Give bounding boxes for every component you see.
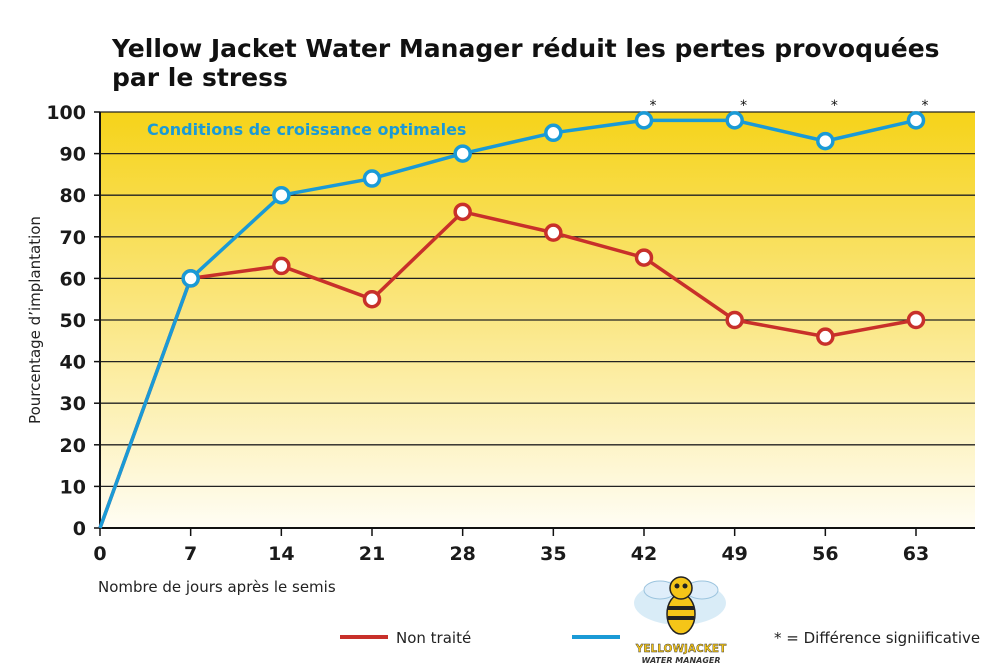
x-tick-label-42: 42 [631,543,657,565]
x-tick-label-49: 49 [721,543,747,565]
point-non-traite-49 [725,310,744,330]
series-line-non-traite [98,210,917,529]
x-tick-label-0: 0 [93,543,106,565]
legend: Non traité YELLOWJACKET WATER MANAGER * … [340,576,980,665]
logo-text-sub: WATER MANAGER [641,656,720,665]
point-yellowjacket-21 [362,169,382,188]
y-axis-label: Pourcentage d’implantation [26,216,44,424]
y-tick-label-90: 90 [60,144,86,166]
y-tick-label-0: 0 [73,518,86,540]
x-tick-label-28: 28 [449,543,475,565]
point-yellowjacket-63 [906,111,926,130]
point-non-traite-42 [634,248,654,267]
point-yellowjacket-14 [272,185,291,205]
point-non-traite-28 [453,202,472,222]
x-tick-label-56: 56 [812,543,838,565]
significance-markers: * * * * [650,98,929,114]
y-tick-label-50: 50 [60,310,86,332]
gridlines [100,111,975,529]
y-tick-label-20: 20 [60,435,86,457]
series-line-yellowjacket [98,118,917,529]
significance-star-56: * [831,98,838,114]
point-yellowjacket-56 [816,131,835,151]
y-tick-label-100: 100 [46,102,86,124]
point-yellowjacket-7 [181,269,200,288]
point-yellowjacket-35 [544,123,563,143]
legend-label-non-traite: Non traité [396,629,471,647]
logo-text-brand: YELLOWJACKET [635,643,727,655]
x-tick-label-7: 7 [184,543,197,565]
y-tick-label-40: 40 [60,352,86,374]
legend-significance-note: * = Différence signiificative [774,629,980,647]
significance-star-63: * [922,98,929,114]
y-tick-label-80: 80 [60,185,86,207]
x-tick-label-35: 35 [540,543,566,565]
point-non-traite-14 [272,256,291,276]
y-tick-labels: 0 10 20 30 40 50 60 70 80 90 100 [46,102,86,540]
x-tick-labels: 0 7 14 21 28 35 42 49 56 63 [93,543,929,565]
point-non-traite-63 [906,310,926,330]
x-axis-label: Nombre de jours après le semis [98,578,336,596]
y-tick-label-30: 30 [60,393,86,415]
x-tick-label-63: 63 [903,543,929,565]
point-non-traite-21 [362,289,382,309]
chart-title: Yellow Jacket Water Manager réduit les p… [112,34,940,92]
axes [94,111,975,536]
y-tick-label-10: 10 [60,476,86,498]
point-yellowjacket-49 [725,111,744,130]
point-non-traite-56 [816,327,835,346]
point-yellowjacket-28 [453,144,472,163]
y-tick-label-70: 70 [60,227,86,249]
y-tick-label-60: 60 [60,268,86,290]
conditions-annotation: Conditions de croissance optimales [147,120,466,139]
significance-star-42: * [650,98,657,114]
point-non-traite-35 [544,223,563,242]
x-tick-label-21: 21 [359,543,385,565]
series-group [98,111,926,529]
significance-star-49: * [740,98,747,114]
yellowjacket-logo: YELLOWJACKET WATER MANAGER [634,576,727,665]
point-yellowjacket-42 [634,111,654,130]
x-tick-label-14: 14 [268,543,294,565]
